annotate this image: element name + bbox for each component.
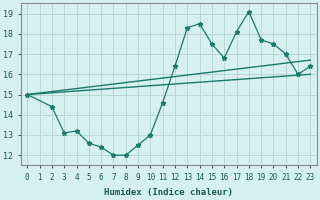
X-axis label: Humidex (Indice chaleur): Humidex (Indice chaleur) — [104, 188, 233, 197]
